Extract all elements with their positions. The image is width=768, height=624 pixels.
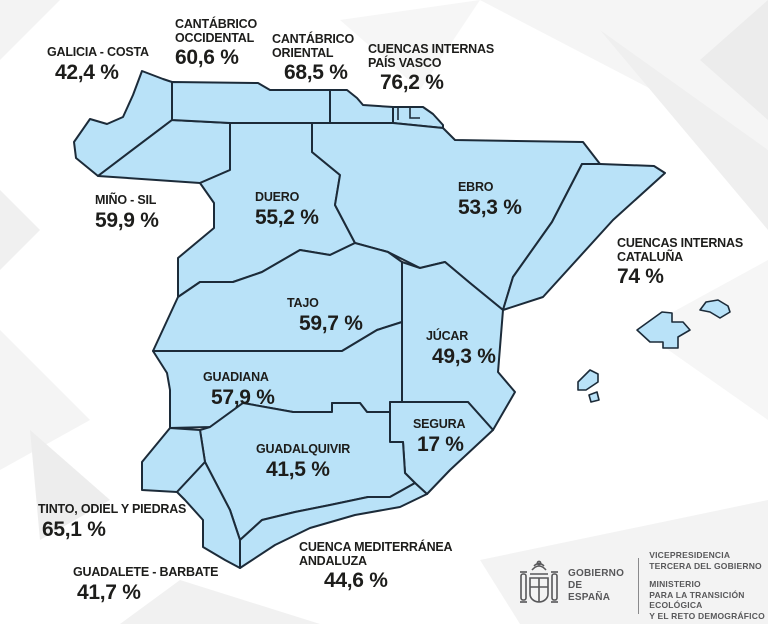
ministry-label: VICEPRESIDENCIA TERCERA DEL GOBIERNO MIN… bbox=[649, 550, 768, 621]
background-decor-shape-10 bbox=[340, 0, 480, 90]
background-decor-shape-2 bbox=[600, 30, 768, 230]
ministry-line-1: MINISTERIO bbox=[649, 579, 701, 589]
ministry-line-2: PARA LA TRANSICIÓN ECOLÓGICA bbox=[649, 589, 745, 611]
background-decor-shape-6 bbox=[30, 430, 110, 540]
dept-line-2: TERCERA DEL GOBIERNO bbox=[649, 560, 762, 571]
gobierno-line1: GOBIERNO bbox=[568, 567, 625, 579]
government-logo: GOBIERNO DE ESPAÑA VICEPRESIDENCIA TERCE… bbox=[518, 550, 768, 621]
region-shape-cantabrico-oriental bbox=[329, 89, 394, 124]
spain-coat-of-arms-icon bbox=[520, 560, 558, 603]
coast-detail-line-1 bbox=[409, 107, 420, 119]
region-shape-cantabrico-occidental bbox=[171, 81, 331, 124]
background-decor-shape-5 bbox=[0, 330, 90, 470]
logo-divider bbox=[638, 557, 640, 614]
island-shape-ibiza bbox=[577, 369, 599, 391]
background-decor-shape-1 bbox=[700, 0, 768, 120]
region-shape-guadalete-barbate bbox=[176, 461, 241, 569]
background-decor-shape-4 bbox=[0, 190, 40, 270]
background-decor-shape-9 bbox=[120, 580, 320, 624]
logo-text-gap bbox=[649, 571, 768, 579]
ministry-line-3: Y EL RETO DEMOGRÁFICO bbox=[649, 610, 765, 621]
island-shape-formentera bbox=[588, 391, 600, 403]
dept-line-1: VICEPRESIDENCIA bbox=[649, 550, 731, 560]
gobierno-de-espana-label: GOBIERNO DE ESPAÑA bbox=[568, 568, 624, 604]
region-shape-cuenca-mediterranea-andaluza bbox=[239, 482, 428, 569]
gobierno-line2: DE ESPAÑA bbox=[568, 579, 611, 603]
region-shape-cuencas-internas-cataluna bbox=[502, 163, 666, 311]
island-shape-menorca bbox=[699, 299, 731, 319]
island-shape-mallorca bbox=[636, 311, 691, 349]
background-decor-shape-7 bbox=[640, 260, 768, 420]
background-decor-shape-3 bbox=[0, 0, 60, 60]
